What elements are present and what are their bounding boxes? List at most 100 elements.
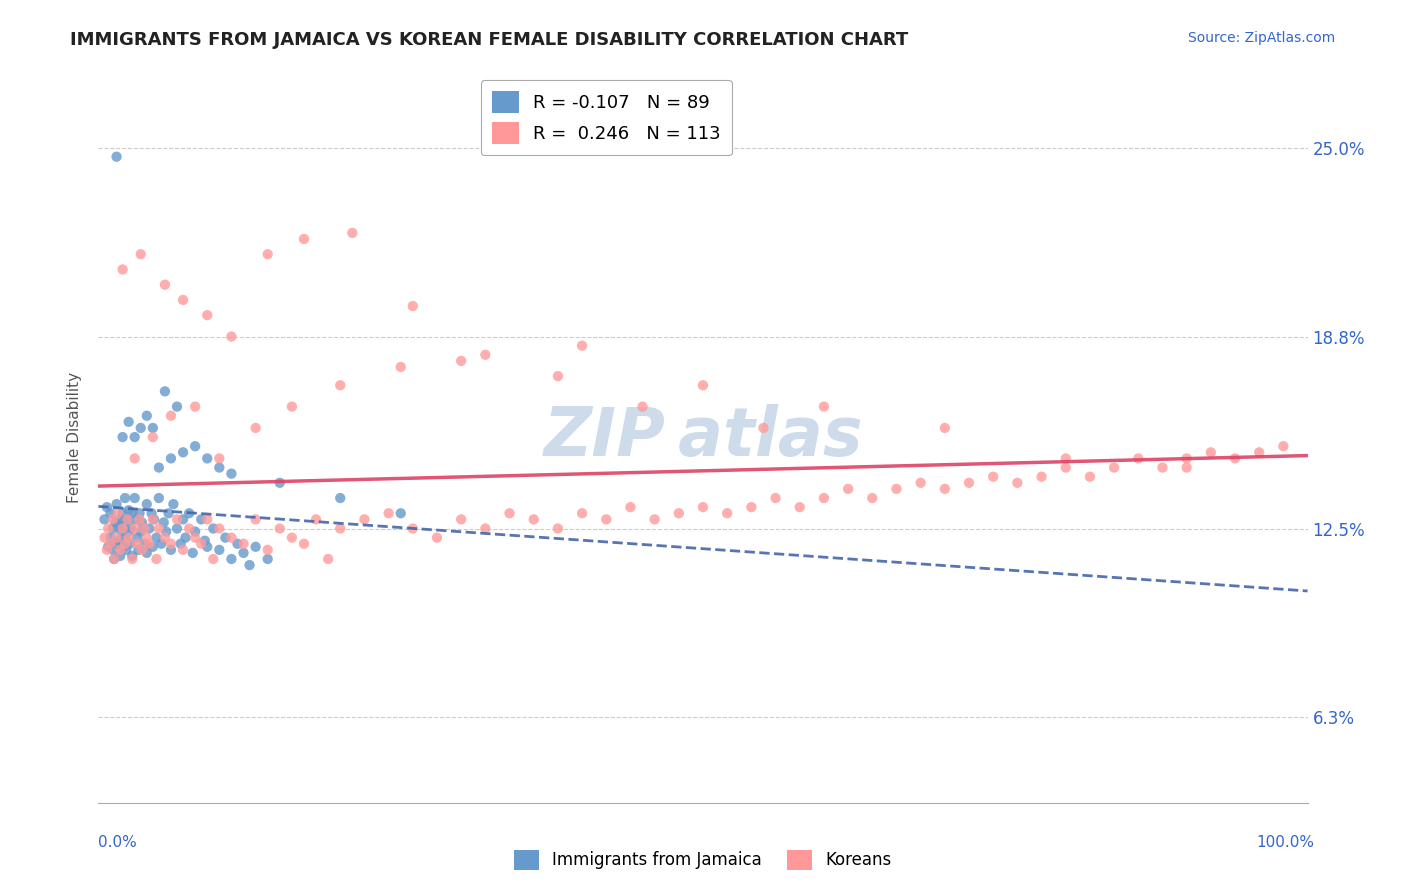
Text: 0.0%: 0.0% (98, 836, 138, 850)
Point (172, 293, 194, 307)
Point (202, 521, 225, 535)
Point (377, 506, 399, 520)
Point (474, 348, 496, 362)
Point (142, 512, 165, 526)
Point (118, 415, 141, 429)
Point (752, 421, 775, 435)
Point (184, 439, 207, 453)
Point (860, 491, 883, 505)
Point (195, 512, 218, 526)
Point (124, 491, 146, 505)
Point (131, 516, 153, 530)
Point (595, 512, 617, 526)
Point (111, 506, 134, 520)
Point (121, 552, 143, 566)
Point (1007, 475, 1029, 490)
Point (202, 552, 225, 566)
Point (631, 400, 654, 414)
Point (184, 400, 207, 414)
Point (195, 308, 218, 322)
Point (129, 247, 152, 261)
Point (239, 558, 262, 573)
Point (160, 451, 183, 466)
Point (148, 491, 170, 505)
Point (740, 500, 762, 515)
Point (1249, 445, 1271, 459)
Point (450, 512, 472, 526)
Point (142, 430, 165, 444)
Point (105, 537, 128, 551)
Point (934, 482, 956, 496)
Point (692, 378, 714, 392)
Point (169, 537, 191, 551)
Point (120, 521, 142, 535)
Point (195, 451, 218, 466)
Point (886, 482, 908, 496)
Point (269, 521, 291, 535)
Point (1175, 460, 1198, 475)
Point (1031, 469, 1053, 483)
Point (108, 542, 131, 557)
Point (104, 516, 127, 530)
Point (172, 445, 194, 459)
Point (142, 540, 165, 554)
Point (114, 491, 136, 505)
Point (124, 521, 146, 535)
Point (232, 546, 254, 560)
Point (135, 546, 157, 560)
Point (121, 506, 143, 520)
Point (141, 506, 163, 520)
Point (644, 512, 666, 526)
Point (135, 531, 157, 545)
Point (160, 542, 183, 557)
Point (316, 552, 339, 566)
Point (221, 329, 243, 343)
Point (124, 451, 146, 466)
Point (166, 521, 188, 535)
Point (160, 537, 183, 551)
Point (127, 537, 149, 551)
Point (813, 491, 835, 505)
Point (157, 506, 180, 520)
Point (172, 512, 194, 526)
Point (256, 247, 278, 261)
Point (389, 359, 412, 374)
Point (292, 232, 315, 246)
Point (813, 400, 835, 414)
Point (934, 421, 956, 435)
Point (145, 531, 167, 545)
Point (148, 460, 170, 475)
Point (402, 299, 425, 313)
Point (910, 475, 932, 490)
Point (155, 524, 177, 539)
Text: 100.0%: 100.0% (1257, 836, 1315, 850)
Point (292, 537, 315, 551)
Point (221, 531, 243, 545)
Point (129, 421, 152, 435)
Point (1199, 445, 1222, 459)
Point (166, 512, 188, 526)
Point (547, 521, 569, 535)
Point (93, 512, 115, 526)
Point (135, 409, 157, 423)
Point (97, 540, 120, 554)
Point (145, 552, 167, 566)
Point (100, 531, 122, 545)
Point (1054, 460, 1077, 475)
Point (329, 521, 352, 535)
Legend: Immigrants from Jamaica, Koreans: Immigrants from Jamaica, Koreans (508, 843, 898, 877)
Point (221, 552, 243, 566)
Point (571, 339, 593, 353)
Point (115, 542, 138, 557)
Point (619, 500, 641, 515)
Point (138, 537, 160, 551)
Point (426, 531, 449, 545)
Point (1128, 451, 1150, 466)
Point (194, 533, 217, 548)
Point (1272, 439, 1295, 453)
Point (97, 521, 120, 535)
Text: ZIP atlas: ZIP atlas (543, 404, 863, 470)
Point (281, 531, 304, 545)
Point (181, 546, 204, 560)
Text: IMMIGRANTS FROM JAMAICA VS KOREAN FEMALE DISABILITY CORRELATION CHART: IMMIGRANTS FROM JAMAICA VS KOREAN FEMALE… (70, 31, 908, 49)
